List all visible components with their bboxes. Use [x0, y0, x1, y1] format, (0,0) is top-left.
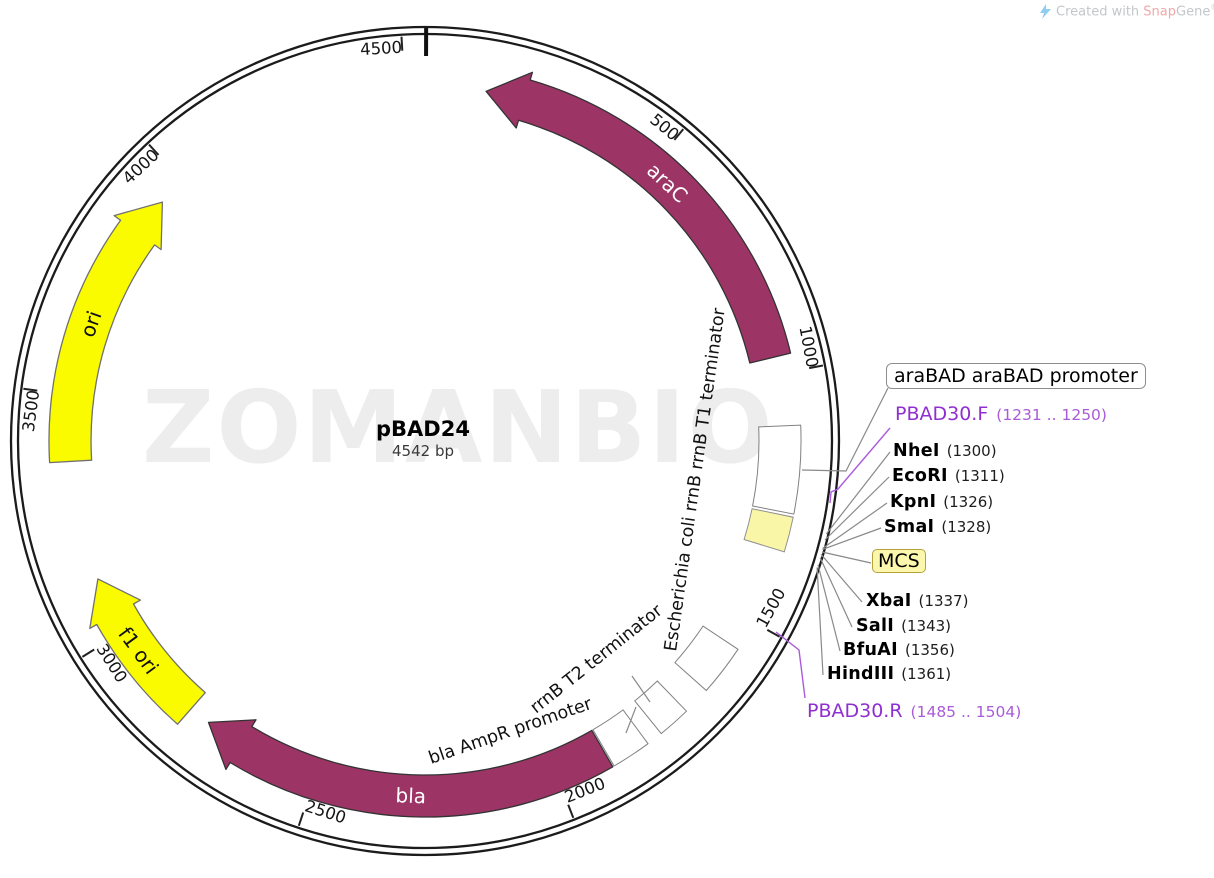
tick-3000: [81, 648, 95, 658]
tick-2500: [297, 812, 305, 827]
enzyme-site: (1328): [941, 518, 992, 536]
tick-label-500: 500: [646, 110, 682, 145]
tick-label-1500: 1500: [752, 585, 789, 631]
leader-line-pbad30r: [775, 631, 806, 699]
leader-line-ecori: [824, 476, 890, 541]
feature-box-rrnB-T2-terminator: [634, 680, 688, 735]
feature-box-AmpR-promoter: [592, 709, 649, 767]
tick-label-4500: 4500: [360, 38, 403, 59]
plasmid-name: pBAD24: [376, 417, 470, 441]
label-mcs: MCS: [872, 549, 926, 573]
label-site-bfuai: BfuAI (1356): [843, 640, 955, 660]
leader-line-t2-terminator: [631, 675, 651, 703]
feature-arrow-f1-ori: [89, 578, 206, 725]
tick-label-3500: 3500: [19, 389, 43, 433]
label-site-sali: SalI (1343): [856, 616, 951, 636]
tick-2000: [567, 804, 575, 819]
feature-arrow-ori: [48, 201, 164, 464]
credit-text: Created with SnapGene®: [1056, 3, 1214, 20]
tick-3500: [23, 387, 38, 392]
label-primer-pbad30f: PBAD30.F (1231 .. 1250): [895, 403, 1107, 425]
leader-line-ampr-promoter: [625, 706, 637, 734]
arc-label-escherichia-coli-rrnb-rr: Escherichia coli rrnB rrnB T1 terminator: [661, 306, 730, 653]
label-site-ecori: EcoRI (1311): [892, 466, 1005, 486]
leader-lines: [625, 387, 889, 734]
leader-line-xbai: [820, 554, 863, 603]
tick-1500: [766, 629, 781, 638]
leader-line-bfuai: [817, 564, 841, 652]
enzyme-site: (1326): [943, 493, 994, 511]
enzyme-name: SmaI: [884, 517, 935, 537]
leader-line-smai: [822, 527, 882, 550]
tick-500: [673, 128, 685, 141]
enzyme-site: (1356): [904, 641, 955, 659]
label-site-nhei: NheI (1300): [893, 441, 997, 461]
label-site-hindiii: HindIII (1361): [827, 664, 951, 684]
primer-range: (1485 .. 1504): [910, 703, 1022, 721]
enzyme-site: (1361): [901, 665, 952, 683]
enzyme-name: NheI: [893, 441, 940, 461]
feature-box-MCS: [743, 508, 794, 553]
plasmid-title-block: pBAD24 4542 bp: [323, 417, 523, 460]
enzyme-name: EcoRI: [892, 466, 948, 486]
primer-range: (1231 .. 1250): [996, 406, 1107, 424]
leader-line-mcs: [821, 551, 872, 564]
enzyme-site: (1343): [901, 617, 952, 635]
feature-arrow-araC: [485, 71, 792, 364]
label-site-xbai: XbaI (1337): [866, 591, 968, 611]
snapgene-credit: Created with SnapGene®: [1040, 3, 1214, 19]
leader-line-sali: [819, 557, 853, 628]
primer-leader-lines: [775, 427, 891, 699]
tick-1000: [809, 364, 824, 370]
enzyme-name: HindIII: [827, 664, 895, 684]
enzyme-name: SalI: [856, 616, 895, 636]
leader-line-pbad30f: [829, 427, 891, 504]
snapgene-bolt-icon: [1040, 3, 1051, 19]
tick-4500: [400, 36, 404, 51]
enzyme-name: XbaI: [866, 591, 912, 611]
feature-label-bla: bla: [395, 783, 426, 808]
feature-box-araBAD-promoter: [752, 424, 802, 515]
leader-line-kpni: [822, 502, 888, 549]
enzyme-site: (1337): [918, 592, 969, 610]
backbone-outer-circle: [9, 25, 841, 857]
leader-line-hindiii: [816, 567, 824, 676]
enzyme-name: KpnI: [890, 492, 937, 512]
enzyme-name: BfuAI: [843, 640, 898, 660]
feature-arrow-bla: [207, 719, 614, 818]
leader-line-arabad-promoter: [801, 387, 889, 472]
label-site-kpni: KpnI (1326): [890, 492, 993, 512]
enzyme-site: (1300): [946, 442, 997, 460]
watermark: ZOMANBIO: [142, 369, 775, 486]
primer-name: PBAD30.R: [807, 700, 903, 722]
plasmid-size: 4542 bp: [392, 442, 454, 460]
leader-line-nhei: [825, 451, 891, 535]
tick-4000: [148, 143, 160, 156]
label-primer-pbad30r: PBAD30.R (1485 .. 1504): [807, 700, 1021, 722]
label-arabad-promoter: araBAD araBAD promoter: [886, 363, 1146, 389]
enzyme-site: (1311): [954, 467, 1005, 485]
label-site-smai: SmaI (1328): [884, 517, 991, 537]
feature-box-rrnB-T1-terminator: [674, 625, 739, 692]
primer-name: PBAD30.F: [895, 403, 989, 425]
